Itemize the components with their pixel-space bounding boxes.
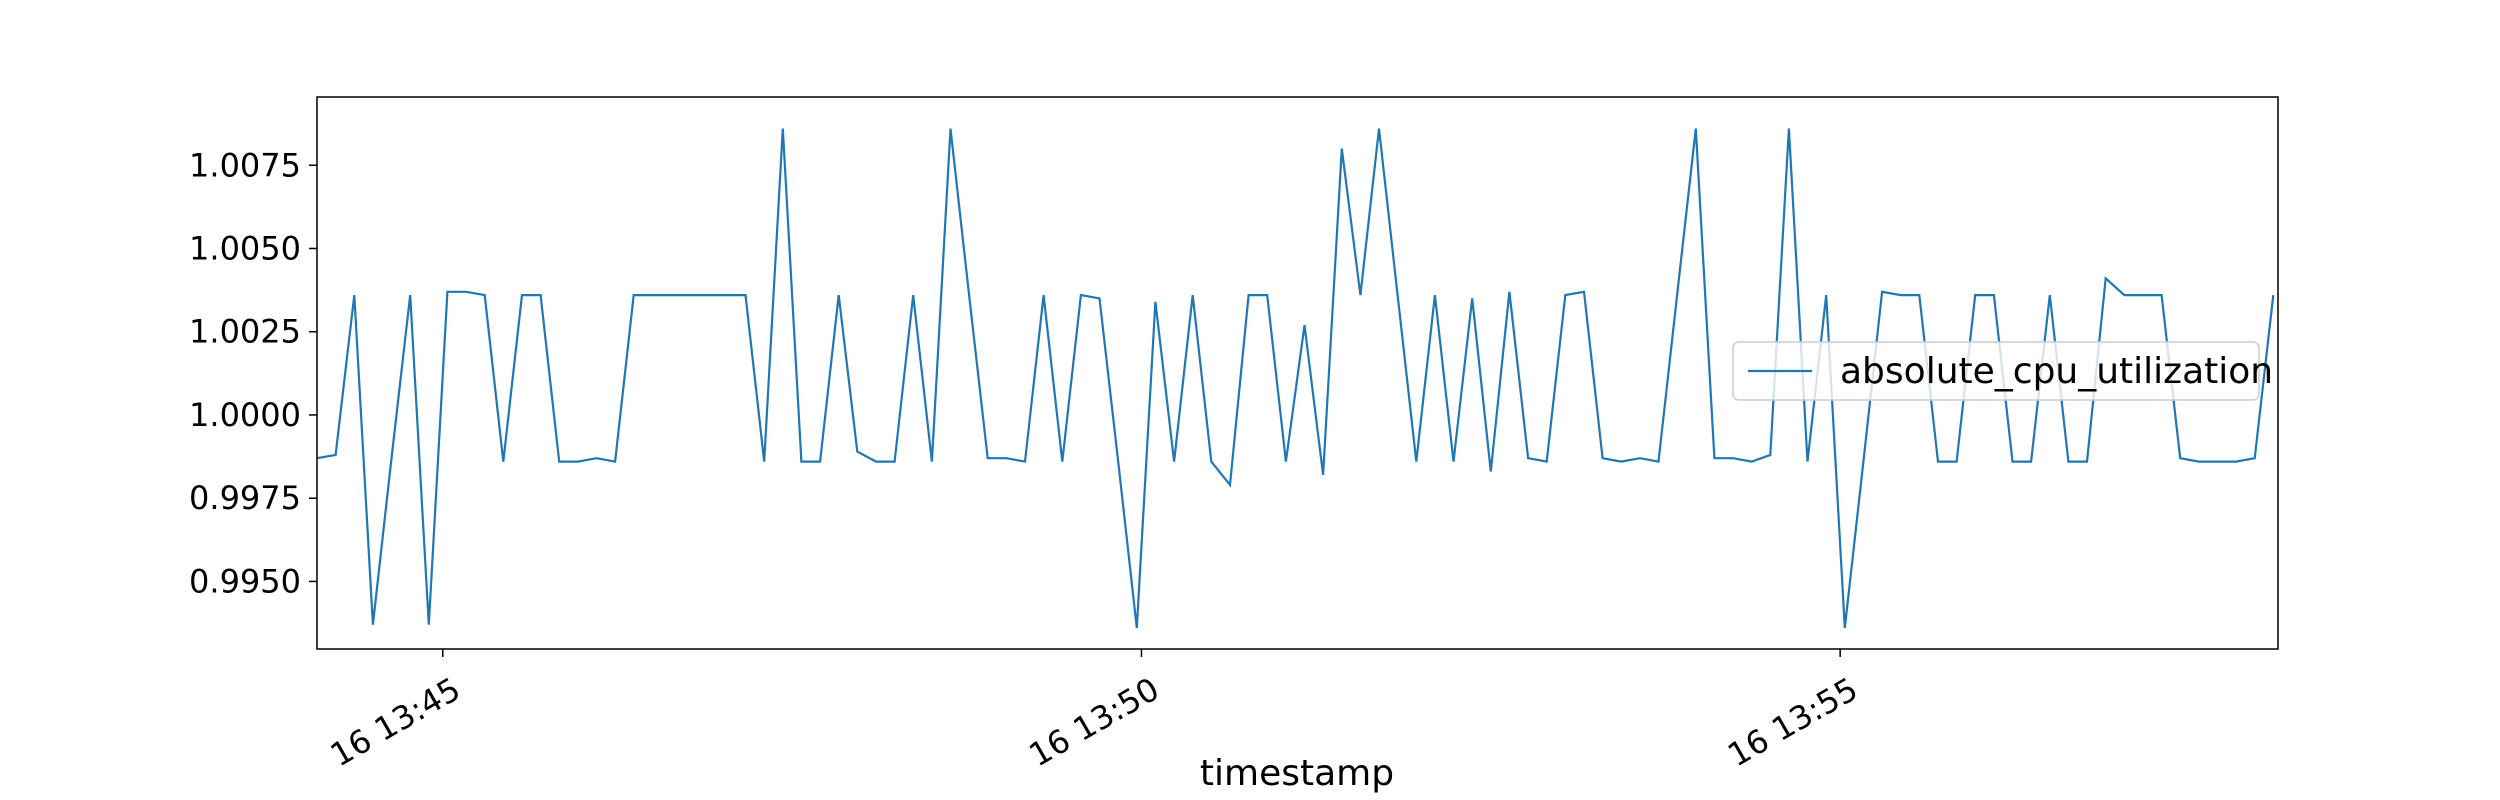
y-tick-label: 1.0075 [189, 146, 301, 184]
series-line-absolute_cpu_utilization [316, 128, 2275, 629]
y-tick-label: 0.9975 [189, 479, 301, 517]
legend: absolute_cpu_utilization [1732, 341, 2273, 401]
plot-area [316, 128, 2275, 629]
y-tick-label: 0.9950 [189, 562, 301, 600]
y-axis: 0.9950 0.9975 1.0000 1.0025 1.0050 1.0075 [189, 146, 317, 600]
y-tick-label: 1.0000 [189, 396, 301, 434]
y-tick-label: 1.0025 [189, 313, 301, 351]
legend-box [1732, 341, 2260, 401]
axes-frame [316, 96, 2279, 650]
x-axis-title: timestamp [1200, 753, 1394, 794]
legend-label: absolute_cpu_utilization [1840, 351, 2273, 392]
y-tick-label: 1.0050 [189, 229, 301, 267]
